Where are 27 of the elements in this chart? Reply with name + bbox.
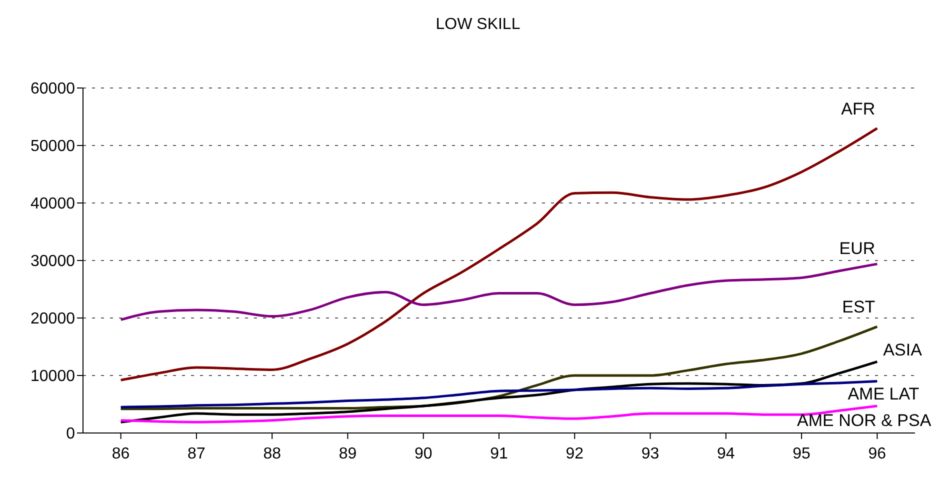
y-tick-label: 0 <box>66 426 76 443</box>
series-label: AFR <box>841 99 876 118</box>
x-tick-label: 96 <box>868 445 886 462</box>
x-tick-label: 94 <box>717 445 735 462</box>
chart-title: LOW SKILL <box>434 16 522 34</box>
x-tick-label: 93 <box>641 445 660 462</box>
line-series <box>120 262 878 321</box>
series-label: ASIA <box>883 340 923 360</box>
x-tick-label: 87 <box>188 445 206 462</box>
x-tick-label: 86 <box>112 445 130 462</box>
line-series <box>120 127 878 382</box>
y-tick-label: 40000 <box>30 196 76 213</box>
y-tick-label: 10000 <box>30 368 76 386</box>
y-tick-label: 30000 <box>30 253 76 270</box>
x-tick-label: 88 <box>263 445 282 462</box>
x-tick-label: 91 <box>490 445 508 462</box>
series-label: AME NOR & PSA <box>797 410 932 430</box>
x-tick-label: 89 <box>338 445 357 462</box>
y-tick-label: 60000 <box>30 80 76 98</box>
x-tick-label: 95 <box>792 445 811 462</box>
y-tick-label: 50000 <box>30 138 76 156</box>
series-label: EST <box>842 298 876 317</box>
series-label: AME LAT <box>848 384 920 404</box>
x-tick-label: 90 <box>414 445 432 462</box>
y-tick-label: 20000 <box>30 310 76 328</box>
x-tick-label: 92 <box>566 445 584 462</box>
series-label: EUR <box>839 238 876 258</box>
